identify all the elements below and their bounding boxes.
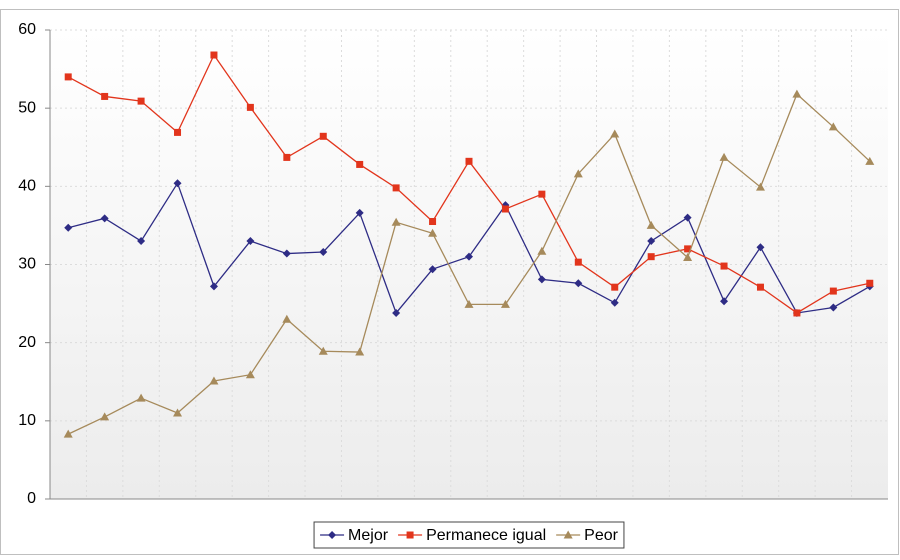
point: [282, 249, 291, 258]
point: [391, 217, 401, 226]
point: [501, 205, 509, 213]
point: [355, 208, 364, 217]
point: [792, 89, 802, 98]
point: [209, 282, 218, 291]
point: [392, 308, 401, 317]
point: [101, 92, 109, 100]
point: [610, 129, 620, 138]
point: [246, 103, 254, 111]
y-tick-label: 30: [18, 256, 36, 273]
point: [829, 287, 837, 295]
point: [755, 182, 765, 191]
point: [828, 122, 838, 131]
point: [537, 275, 546, 284]
point: [355, 347, 365, 356]
y-tick-label: 60: [18, 21, 36, 38]
point: [683, 252, 693, 261]
point: [573, 169, 583, 178]
point: [719, 152, 729, 161]
point: [720, 262, 728, 270]
point: [829, 303, 838, 312]
legend-marker: [328, 531, 337, 539]
point: [283, 153, 291, 161]
point: [465, 252, 473, 261]
point: [282, 314, 292, 323]
point: [210, 51, 218, 59]
point: [209, 376, 219, 385]
point: [865, 156, 875, 165]
point: [246, 237, 255, 246]
y-tick-label: 50: [18, 99, 36, 116]
point: [245, 370, 255, 379]
point: [173, 179, 182, 188]
point: [100, 412, 110, 421]
point: [63, 429, 73, 438]
point: [537, 246, 547, 255]
point: [136, 393, 146, 402]
point: [574, 279, 583, 288]
y-tick-label: 10: [18, 412, 36, 429]
legend-marker: [406, 531, 414, 539]
point: [756, 243, 765, 252]
legend-label: Mejor: [348, 527, 389, 544]
point: [646, 220, 656, 229]
point: [647, 237, 656, 246]
point: [137, 237, 146, 246]
point: [465, 157, 473, 165]
point: [429, 218, 437, 226]
point: [428, 228, 438, 237]
point: [174, 128, 182, 136]
y-tick-label: 40: [18, 178, 36, 195]
point: [683, 213, 692, 222]
point: [756, 283, 764, 291]
point: [319, 247, 328, 256]
point: [428, 265, 437, 274]
point: [173, 408, 183, 417]
point: [100, 214, 109, 223]
point: [64, 223, 73, 232]
legend-item: Peor: [556, 527, 619, 544]
point: [793, 309, 801, 317]
point: [684, 245, 692, 253]
point: [500, 299, 510, 308]
point: [356, 160, 364, 168]
point: [610, 298, 619, 307]
point: [574, 258, 582, 266]
point: [319, 132, 327, 140]
legend-marker: [563, 530, 573, 539]
legend-label: Peor: [584, 527, 618, 544]
legend-item: Permanece igual: [398, 527, 546, 544]
point: [538, 190, 546, 198]
point: [720, 297, 729, 306]
y-tick-label: 0: [27, 490, 36, 507]
point: [137, 97, 145, 105]
point: [392, 184, 400, 192]
point: [64, 73, 72, 81]
legend-label: Permanece igual: [426, 527, 546, 544]
point: [318, 346, 328, 355]
legend: Mejor Permanece igual Peor: [313, 521, 625, 549]
y-tick-label: 20: [18, 334, 36, 351]
point: [611, 283, 619, 291]
point: [647, 253, 655, 261]
point: [464, 299, 474, 308]
point: [866, 279, 874, 287]
legend-item: Mejor: [320, 527, 389, 544]
